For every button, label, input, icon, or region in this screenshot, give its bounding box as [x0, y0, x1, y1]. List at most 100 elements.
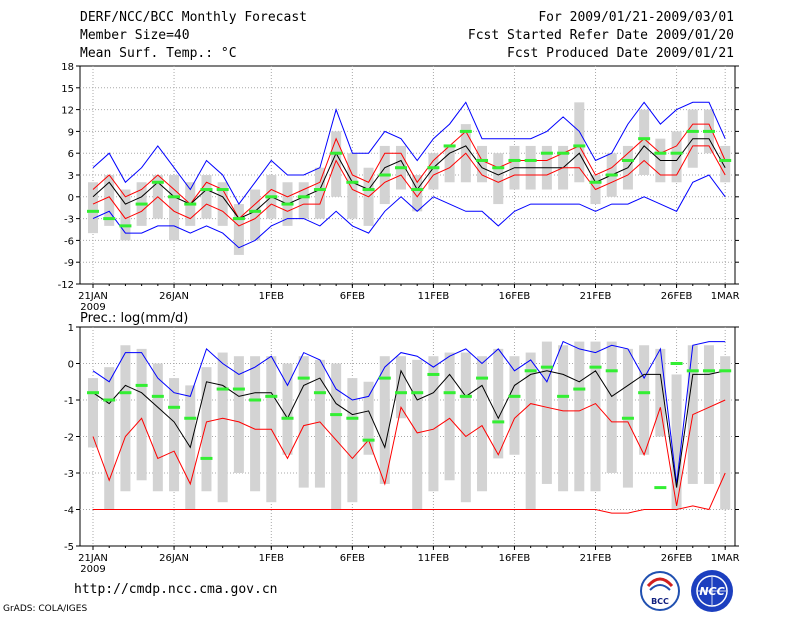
- median-mark: [135, 202, 148, 206]
- grads-credit: GrADS: COLA/IGES: [3, 604, 88, 614]
- source-url[interactable]: http://cmdp.ncc.cma.gov.cn: [74, 582, 278, 597]
- median-mark: [621, 416, 634, 420]
- median-mark: [168, 195, 181, 199]
- chart-panel-2: -5 -4 -3 -2 -1 0 1 21JAN 26JAN 1FEB 6FEB 11FEB 16FEB…: [64, 323, 740, 575]
- box-bar: [525, 352, 536, 510]
- median-mark: [492, 166, 505, 170]
- box-bar: [671, 131, 682, 183]
- box-bar: [120, 345, 131, 492]
- median-mark: [540, 151, 553, 155]
- median-mark: [670, 362, 683, 365]
- median-mark: [297, 195, 310, 199]
- box-bar: [444, 352, 455, 481]
- box-bar: [493, 153, 504, 205]
- x-year-label: 2009: [80, 564, 105, 575]
- chart-panel-1: -12 -9 -6 -3 0 3 6 9 12 15 18 21JAN 26JAN 1FEB 6FEB 11F…: [58, 62, 740, 313]
- median-mark: [119, 391, 132, 395]
- median-mark: [313, 188, 326, 192]
- box-bar: [136, 348, 147, 481]
- median-mark: [313, 391, 326, 395]
- y-tick-label: 3: [68, 171, 74, 182]
- x-tick-label: 11FEB: [418, 553, 450, 564]
- x-tick-label: 1FEB: [259, 553, 284, 564]
- y-tick-label: -3: [64, 469, 74, 480]
- median-mark: [686, 369, 699, 373]
- median-mark: [281, 202, 294, 206]
- box-bar: [606, 341, 617, 473]
- series-line-upper: [92, 399, 726, 506]
- produced-date: Fcst Produced Date 2009/01/21: [507, 46, 734, 61]
- median-mark: [686, 129, 699, 133]
- y-tick-label: 15: [61, 84, 74, 95]
- bcc-logo: BCC: [640, 571, 680, 611]
- box-bar: [88, 378, 98, 448]
- box-bar: [428, 153, 439, 190]
- median-mark: [330, 151, 343, 155]
- median-mark: [281, 416, 294, 420]
- median-mark: [119, 224, 132, 228]
- panel2-title: Prec.: log(mm/d): [80, 311, 188, 326]
- box-bar: [314, 359, 325, 488]
- median-mark: [216, 387, 229, 391]
- x-tick-label: 1MAR: [711, 553, 740, 564]
- median-mark: [232, 387, 245, 391]
- box-bar: [331, 363, 342, 510]
- median-mark: [168, 405, 181, 409]
- x-tick-label: 26JAN: [159, 291, 189, 302]
- median-mark: [524, 369, 537, 373]
- median-mark: [249, 398, 262, 402]
- box-bar: [639, 109, 650, 175]
- x-tick-label: 26FEB: [661, 291, 693, 302]
- x-tick-label: 21JAN: [78, 553, 108, 564]
- median-mark: [702, 129, 715, 133]
- median-mark: [508, 158, 521, 162]
- median-mark: [378, 376, 391, 380]
- box-bar: [395, 356, 406, 419]
- x-tick-label: 11FEB: [418, 291, 450, 302]
- y-tick-label: -1: [64, 396, 74, 407]
- median-mark: [297, 376, 310, 380]
- box-bar: [347, 378, 358, 503]
- x-tick-label: 16FEB: [499, 291, 531, 302]
- median-mark: [524, 158, 537, 162]
- x-tick-label: 16FEB: [499, 553, 531, 564]
- box-bar: [347, 153, 358, 219]
- box-bar: [477, 145, 488, 183]
- median-mark: [476, 376, 489, 380]
- box-bar: [201, 175, 212, 219]
- median-mark: [719, 369, 732, 373]
- box-bar: [460, 352, 471, 503]
- x-tick-label: 1FEB: [259, 291, 284, 302]
- median-mark: [719, 158, 732, 162]
- box-bar: [120, 189, 131, 241]
- median-mark: [362, 438, 375, 442]
- median-mark: [378, 173, 391, 177]
- median-mark: [394, 166, 407, 170]
- x-year-label: 2009: [80, 302, 105, 313]
- box-bar: [298, 356, 309, 488]
- box-bar: [250, 356, 261, 492]
- median-mark: [87, 391, 99, 395]
- y-tick-label: 0: [68, 360, 74, 371]
- series-line-upper: [92, 123, 726, 220]
- median-mark: [103, 398, 116, 402]
- y-tick-label: 6: [68, 149, 74, 160]
- median-mark: [589, 365, 602, 369]
- box-bar: [720, 145, 731, 183]
- median-mark: [87, 209, 99, 213]
- box-bar: [574, 341, 585, 492]
- y-tick-label: 0: [68, 193, 74, 204]
- median-mark: [605, 369, 618, 373]
- median-mark: [427, 372, 440, 376]
- median-mark: [702, 369, 715, 373]
- y-tick-label: 18: [61, 62, 74, 73]
- box-bar: [250, 189, 261, 241]
- median-mark: [265, 394, 278, 398]
- box-bar: [412, 175, 423, 212]
- box-bar: [152, 363, 163, 492]
- median-mark: [135, 383, 148, 387]
- box-bar: [590, 341, 601, 492]
- y-tick-label: -9: [64, 258, 74, 269]
- median-mark: [346, 180, 359, 184]
